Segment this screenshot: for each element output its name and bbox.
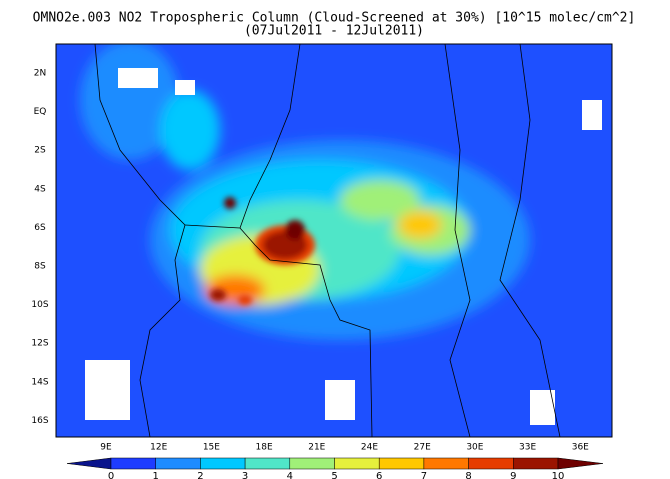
lon-label: 24E bbox=[361, 443, 378, 453]
colorbar-label: 2 bbox=[197, 471, 203, 479]
borders bbox=[94, 44, 561, 437]
colorbar-label: 0 bbox=[108, 471, 114, 479]
colorbar-label: 10 bbox=[552, 471, 565, 479]
lat-label: 16S bbox=[31, 416, 48, 426]
colorbar-box bbox=[378, 457, 425, 470]
map-title: OMNO2e.003 NO2 Tropospheric Column (Clou… bbox=[33, 11, 636, 26]
lon-label: 15E bbox=[203, 443, 220, 453]
map-subtitle: (07Jul2011 - 12Jul2011) bbox=[244, 24, 424, 39]
colorbar-label: 5 bbox=[331, 471, 337, 479]
lat-label: 10S bbox=[31, 300, 48, 310]
lat-label: 6S bbox=[34, 223, 46, 233]
lon-label: 36E bbox=[572, 443, 589, 453]
colorbar-box bbox=[155, 457, 201, 470]
colorbar-box bbox=[289, 457, 335, 470]
colorbar-label: 4 bbox=[287, 471, 293, 479]
lat-label: 2S bbox=[34, 146, 46, 156]
lon-label: 21E bbox=[308, 443, 325, 453]
colorbar-box bbox=[334, 457, 380, 470]
lat-label: 2N bbox=[34, 69, 46, 79]
no2-field bbox=[56, 44, 612, 437]
lon-label: 30E bbox=[466, 443, 483, 453]
lon-label: 27E bbox=[414, 443, 431, 453]
colorbar-box bbox=[423, 457, 469, 470]
colorbar-arrow bbox=[66, 457, 112, 470]
colorbar-label: 9 bbox=[510, 471, 516, 479]
lon-label: 9E bbox=[100, 443, 112, 453]
colorbar-box bbox=[200, 457, 246, 470]
colorbar-label: 1 bbox=[153, 471, 159, 479]
no-data bbox=[85, 68, 602, 425]
lat-label: 14S bbox=[31, 377, 48, 387]
colorbar-label: 8 bbox=[465, 471, 471, 479]
lat-label: EQ bbox=[34, 107, 47, 117]
lon-label: 33E bbox=[519, 443, 536, 453]
colorbar-label: 7 bbox=[421, 471, 427, 479]
lat-label: 4S bbox=[34, 184, 46, 194]
lat-label: 12S bbox=[31, 339, 48, 349]
lon-label: 18E bbox=[256, 443, 273, 453]
colorbar-label: 3 bbox=[242, 471, 248, 479]
colorbar-label: 6 bbox=[376, 471, 382, 479]
colorbar-box bbox=[468, 457, 514, 470]
colorbar-box bbox=[244, 457, 291, 470]
colorbar-box bbox=[513, 457, 559, 470]
lat-label: 8S bbox=[34, 262, 46, 272]
map-frame bbox=[55, 43, 613, 438]
colorbar-arrow bbox=[557, 457, 604, 470]
lon-label: 12E bbox=[150, 443, 167, 453]
colorbar-box bbox=[110, 457, 156, 470]
